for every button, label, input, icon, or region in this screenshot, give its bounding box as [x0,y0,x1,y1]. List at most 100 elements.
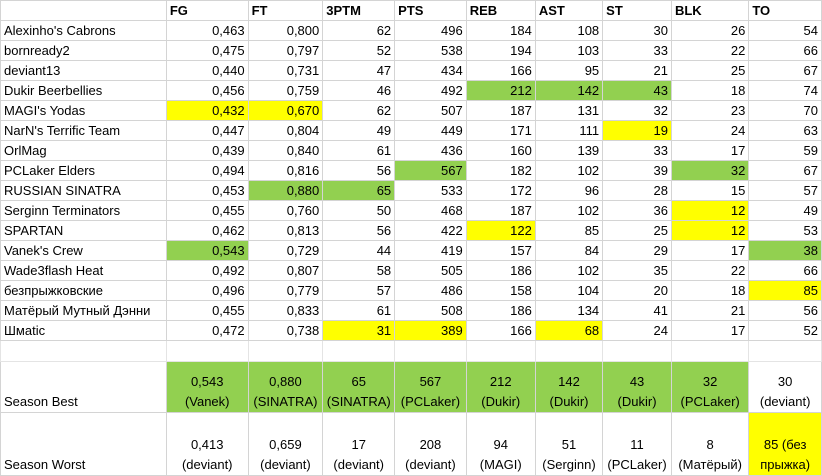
stat-cell-reb[interactable]: 187 [465,100,536,121]
stat-cell-ft[interactable]: 0,759 [247,80,324,101]
stat-cell-pts[interactable]: 422 [394,220,467,241]
stat-cell-fg[interactable]: 0,492 [165,260,249,281]
stat-cell-pts[interactable]: 533 [394,180,467,201]
stat-cell-blk[interactable]: 24 [670,120,750,141]
stat-cell-fg[interactable]: 0,496 [165,280,249,301]
header-cell-st[interactable]: ST [602,0,672,21]
stat-cell-reb[interactable]: 186 [465,300,536,321]
season-worst-cell-3ptm[interactable]: 17 (deviant) [322,412,396,476]
season-best-label[interactable]: Season Best [0,361,167,413]
stat-cell-blk[interactable]: 21 [670,300,750,321]
stat-cell-to[interactable]: 49 [748,200,822,221]
stat-cell-reb[interactable]: 160 [465,140,536,161]
stat-cell-pts[interactable]: 505 [394,260,467,281]
stat-cell-blk[interactable]: 17 [670,320,750,341]
empty-cell[interactable] [465,340,536,362]
stat-cell-st[interactable]: 19 [602,120,672,141]
stat-cell-reb[interactable]: 186 [465,260,536,281]
stat-cell-st[interactable]: 28 [602,180,672,201]
stat-cell-ft[interactable]: 0,804 [247,120,324,141]
header-cell-blk[interactable]: BLK [670,0,750,21]
stat-cell-pts[interactable]: 419 [394,240,467,261]
stat-cell-fg[interactable]: 0,543 [165,240,249,261]
stat-cell-ft[interactable]: 0,880 [247,180,324,201]
stat-cell-st[interactable]: 33 [602,40,672,61]
empty-cell[interactable] [602,340,672,362]
stat-cell-3ptm[interactable]: 56 [322,220,396,241]
stat-cell-fg[interactable]: 0,475 [165,40,249,61]
stat-cell-3ptm[interactable]: 62 [322,100,396,121]
stat-cell-blk[interactable]: 17 [670,140,750,161]
stat-cell-3ptm[interactable]: 58 [322,260,396,281]
team-name-cell[interactable]: Dukir Beerbellies [0,80,167,101]
header-cell-ft[interactable]: FT [247,0,324,21]
stat-cell-reb[interactable]: 122 [465,220,536,241]
stat-cell-ast[interactable]: 139 [534,140,604,161]
stat-cell-to[interactable]: 53 [748,220,822,241]
stat-cell-st[interactable]: 24 [602,320,672,341]
stat-cell-pts[interactable]: 567 [394,160,467,181]
stat-cell-to[interactable]: 52 [748,320,822,341]
stat-cell-pts[interactable]: 538 [394,40,467,61]
stat-cell-st[interactable]: 30 [602,20,672,41]
stat-cell-reb[interactable]: 172 [465,180,536,201]
stat-cell-pts[interactable]: 492 [394,80,467,101]
stat-cell-3ptm[interactable]: 52 [322,40,396,61]
stat-cell-fg[interactable]: 0,463 [165,20,249,41]
header-cell-to[interactable]: TO [748,0,822,21]
stat-cell-pts[interactable]: 507 [394,100,467,121]
team-name-cell[interactable]: bornready2 [0,40,167,61]
stat-cell-blk[interactable]: 22 [670,260,750,281]
season-best-cell-ast[interactable]: 142 (Dukir) [534,361,604,413]
season-worst-cell-fg[interactable]: 0,413 (deviant) [165,412,249,476]
stat-cell-3ptm[interactable]: 31 [322,320,396,341]
stat-cell-st[interactable]: 32 [602,100,672,121]
stat-cell-reb[interactable]: 212 [465,80,536,101]
season-best-cell-fg[interactable]: 0,543 (Vanek) [165,361,249,413]
stat-cell-ft[interactable]: 0,813 [247,220,324,241]
stat-cell-st[interactable]: 39 [602,160,672,181]
stat-cell-ft[interactable]: 0,760 [247,200,324,221]
empty-cell[interactable] [670,340,750,362]
season-best-cell-3ptm[interactable]: 65 (SINATRA) [322,361,396,413]
season-best-cell-pts[interactable]: 567 (PCLaker) [394,361,467,413]
team-name-cell[interactable]: Матёрый Мутный Дэнни [0,300,167,321]
team-name-cell[interactable]: Serginn Terminators [0,200,167,221]
header-cell-pts[interactable]: PTS [394,0,467,21]
empty-cell[interactable] [165,340,249,362]
stat-cell-st[interactable]: 43 [602,80,672,101]
stat-cell-fg[interactable]: 0,439 [165,140,249,161]
stat-cell-reb[interactable]: 187 [465,200,536,221]
stat-cell-blk[interactable]: 25 [670,60,750,81]
stat-cell-st[interactable]: 25 [602,220,672,241]
stat-cell-fg[interactable]: 0,455 [165,300,249,321]
stat-cell-ast[interactable]: 84 [534,240,604,261]
stat-cell-3ptm[interactable]: 61 [322,140,396,161]
stat-cell-reb[interactable]: 166 [465,320,536,341]
stat-cell-blk[interactable]: 18 [670,80,750,101]
stat-cell-fg[interactable]: 0,447 [165,120,249,141]
stat-cell-ast[interactable]: 102 [534,260,604,281]
stat-cell-fg[interactable]: 0,456 [165,80,249,101]
stat-cell-to[interactable]: 54 [748,20,822,41]
season-best-cell-reb[interactable]: 212 (Dukir) [465,361,536,413]
stat-cell-3ptm[interactable]: 50 [322,200,396,221]
header-cell-ast[interactable]: AST [534,0,604,21]
stat-cell-blk[interactable]: 12 [670,200,750,221]
season-worst-cell-st[interactable]: 11 (PCLaker) [602,412,672,476]
team-name-cell[interactable]: SPARTAN [0,220,167,241]
team-name-cell[interactable]: Vanek's Crew [0,240,167,261]
empty-cell[interactable] [0,340,167,362]
team-name-cell[interactable]: безпрыжковские [0,280,167,301]
stat-cell-reb[interactable]: 157 [465,240,536,261]
header-cell-team[interactable] [0,0,167,21]
stat-cell-ft[interactable]: 0,670 [247,100,324,121]
stat-cell-ast[interactable]: 111 [534,120,604,141]
stat-cell-3ptm[interactable]: 46 [322,80,396,101]
stat-cell-blk[interactable]: 22 [670,40,750,61]
stat-cell-blk[interactable]: 23 [670,100,750,121]
stat-cell-to[interactable]: 74 [748,80,822,101]
season-worst-cell-ft[interactable]: 0,659 (deviant) [247,412,324,476]
stat-cell-reb[interactable]: 194 [465,40,536,61]
stat-cell-to[interactable]: 63 [748,120,822,141]
